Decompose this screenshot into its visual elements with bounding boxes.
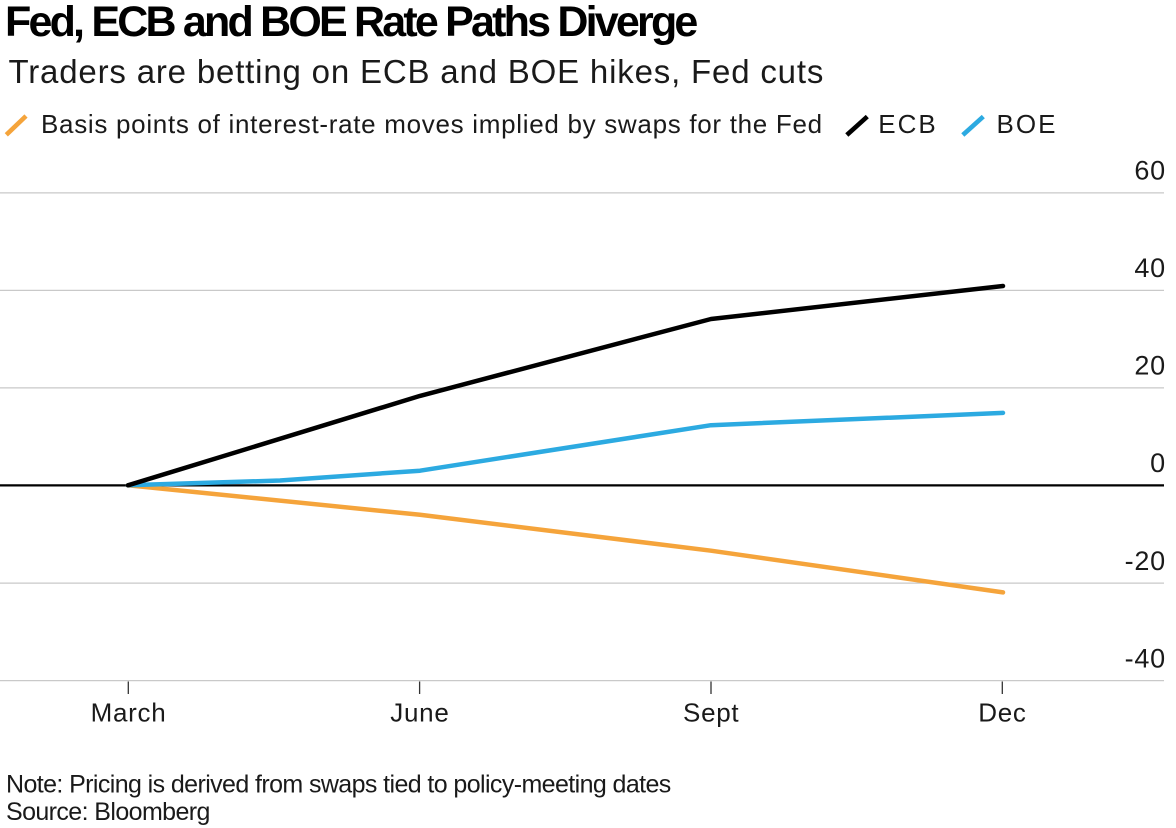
svg-text:March: March bbox=[91, 698, 167, 728]
svg-text:Basis points of interest-rate: Basis points of interest-rate moves impl… bbox=[41, 109, 823, 139]
svg-text:Note: Pricing is derived from: Note: Pricing is derived from swaps tied… bbox=[6, 771, 671, 799]
svg-text:Traders are betting on ECB and: Traders are betting on ECB and BOE hikes… bbox=[9, 53, 825, 90]
svg-text:60: 60 bbox=[1134, 156, 1166, 186]
svg-text:Source: Bloomberg: Source: Bloomberg bbox=[6, 798, 210, 826]
svg-text:Sept: Sept bbox=[683, 698, 739, 728]
svg-text:0: 0 bbox=[1150, 448, 1166, 478]
svg-text:Fed, ECB and BOE Rate Paths Di: Fed, ECB and BOE Rate Paths Diverge bbox=[5, 0, 697, 46]
svg-text:-20: -20 bbox=[1125, 546, 1166, 576]
svg-text:20: 20 bbox=[1134, 351, 1166, 381]
svg-text:40: 40 bbox=[1134, 253, 1166, 283]
svg-text:ECB: ECB bbox=[878, 109, 937, 139]
svg-text:BOE: BOE bbox=[997, 109, 1058, 139]
svg-text:Dec: Dec bbox=[978, 698, 1026, 728]
svg-text:June: June bbox=[390, 698, 449, 728]
svg-text:-40: -40 bbox=[1125, 643, 1166, 673]
